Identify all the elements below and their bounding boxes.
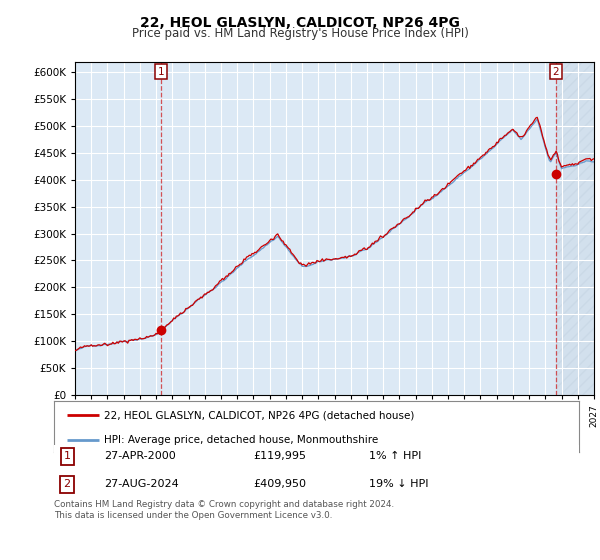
Text: Contains HM Land Registry data © Crown copyright and database right 2024.
This d: Contains HM Land Registry data © Crown c… [54, 500, 394, 520]
Text: Price paid vs. HM Land Registry's House Price Index (HPI): Price paid vs. HM Land Registry's House … [131, 27, 469, 40]
Text: 27-APR-2000: 27-APR-2000 [104, 451, 176, 461]
Text: 1: 1 [64, 451, 71, 461]
Text: 2: 2 [553, 67, 559, 77]
Text: HPI: Average price, detached house, Monmouthshire: HPI: Average price, detached house, Monm… [104, 435, 378, 445]
Bar [556, 62, 594, 395]
Text: £119,995: £119,995 [254, 451, 307, 461]
Text: 1: 1 [158, 67, 164, 77]
Text: 22, HEOL GLASLYN, CALDICOT, NP26 4PG (detached house): 22, HEOL GLASLYN, CALDICOT, NP26 4PG (de… [104, 410, 414, 421]
Text: 27-AUG-2024: 27-AUG-2024 [104, 479, 179, 489]
Text: 2: 2 [64, 479, 71, 489]
Text: 1% ↑ HPI: 1% ↑ HPI [369, 451, 421, 461]
Text: 22, HEOL GLASLYN, CALDICOT, NP26 4PG: 22, HEOL GLASLYN, CALDICOT, NP26 4PG [140, 16, 460, 30]
Text: 19% ↓ HPI: 19% ↓ HPI [369, 479, 428, 489]
Text: £409,950: £409,950 [254, 479, 307, 489]
